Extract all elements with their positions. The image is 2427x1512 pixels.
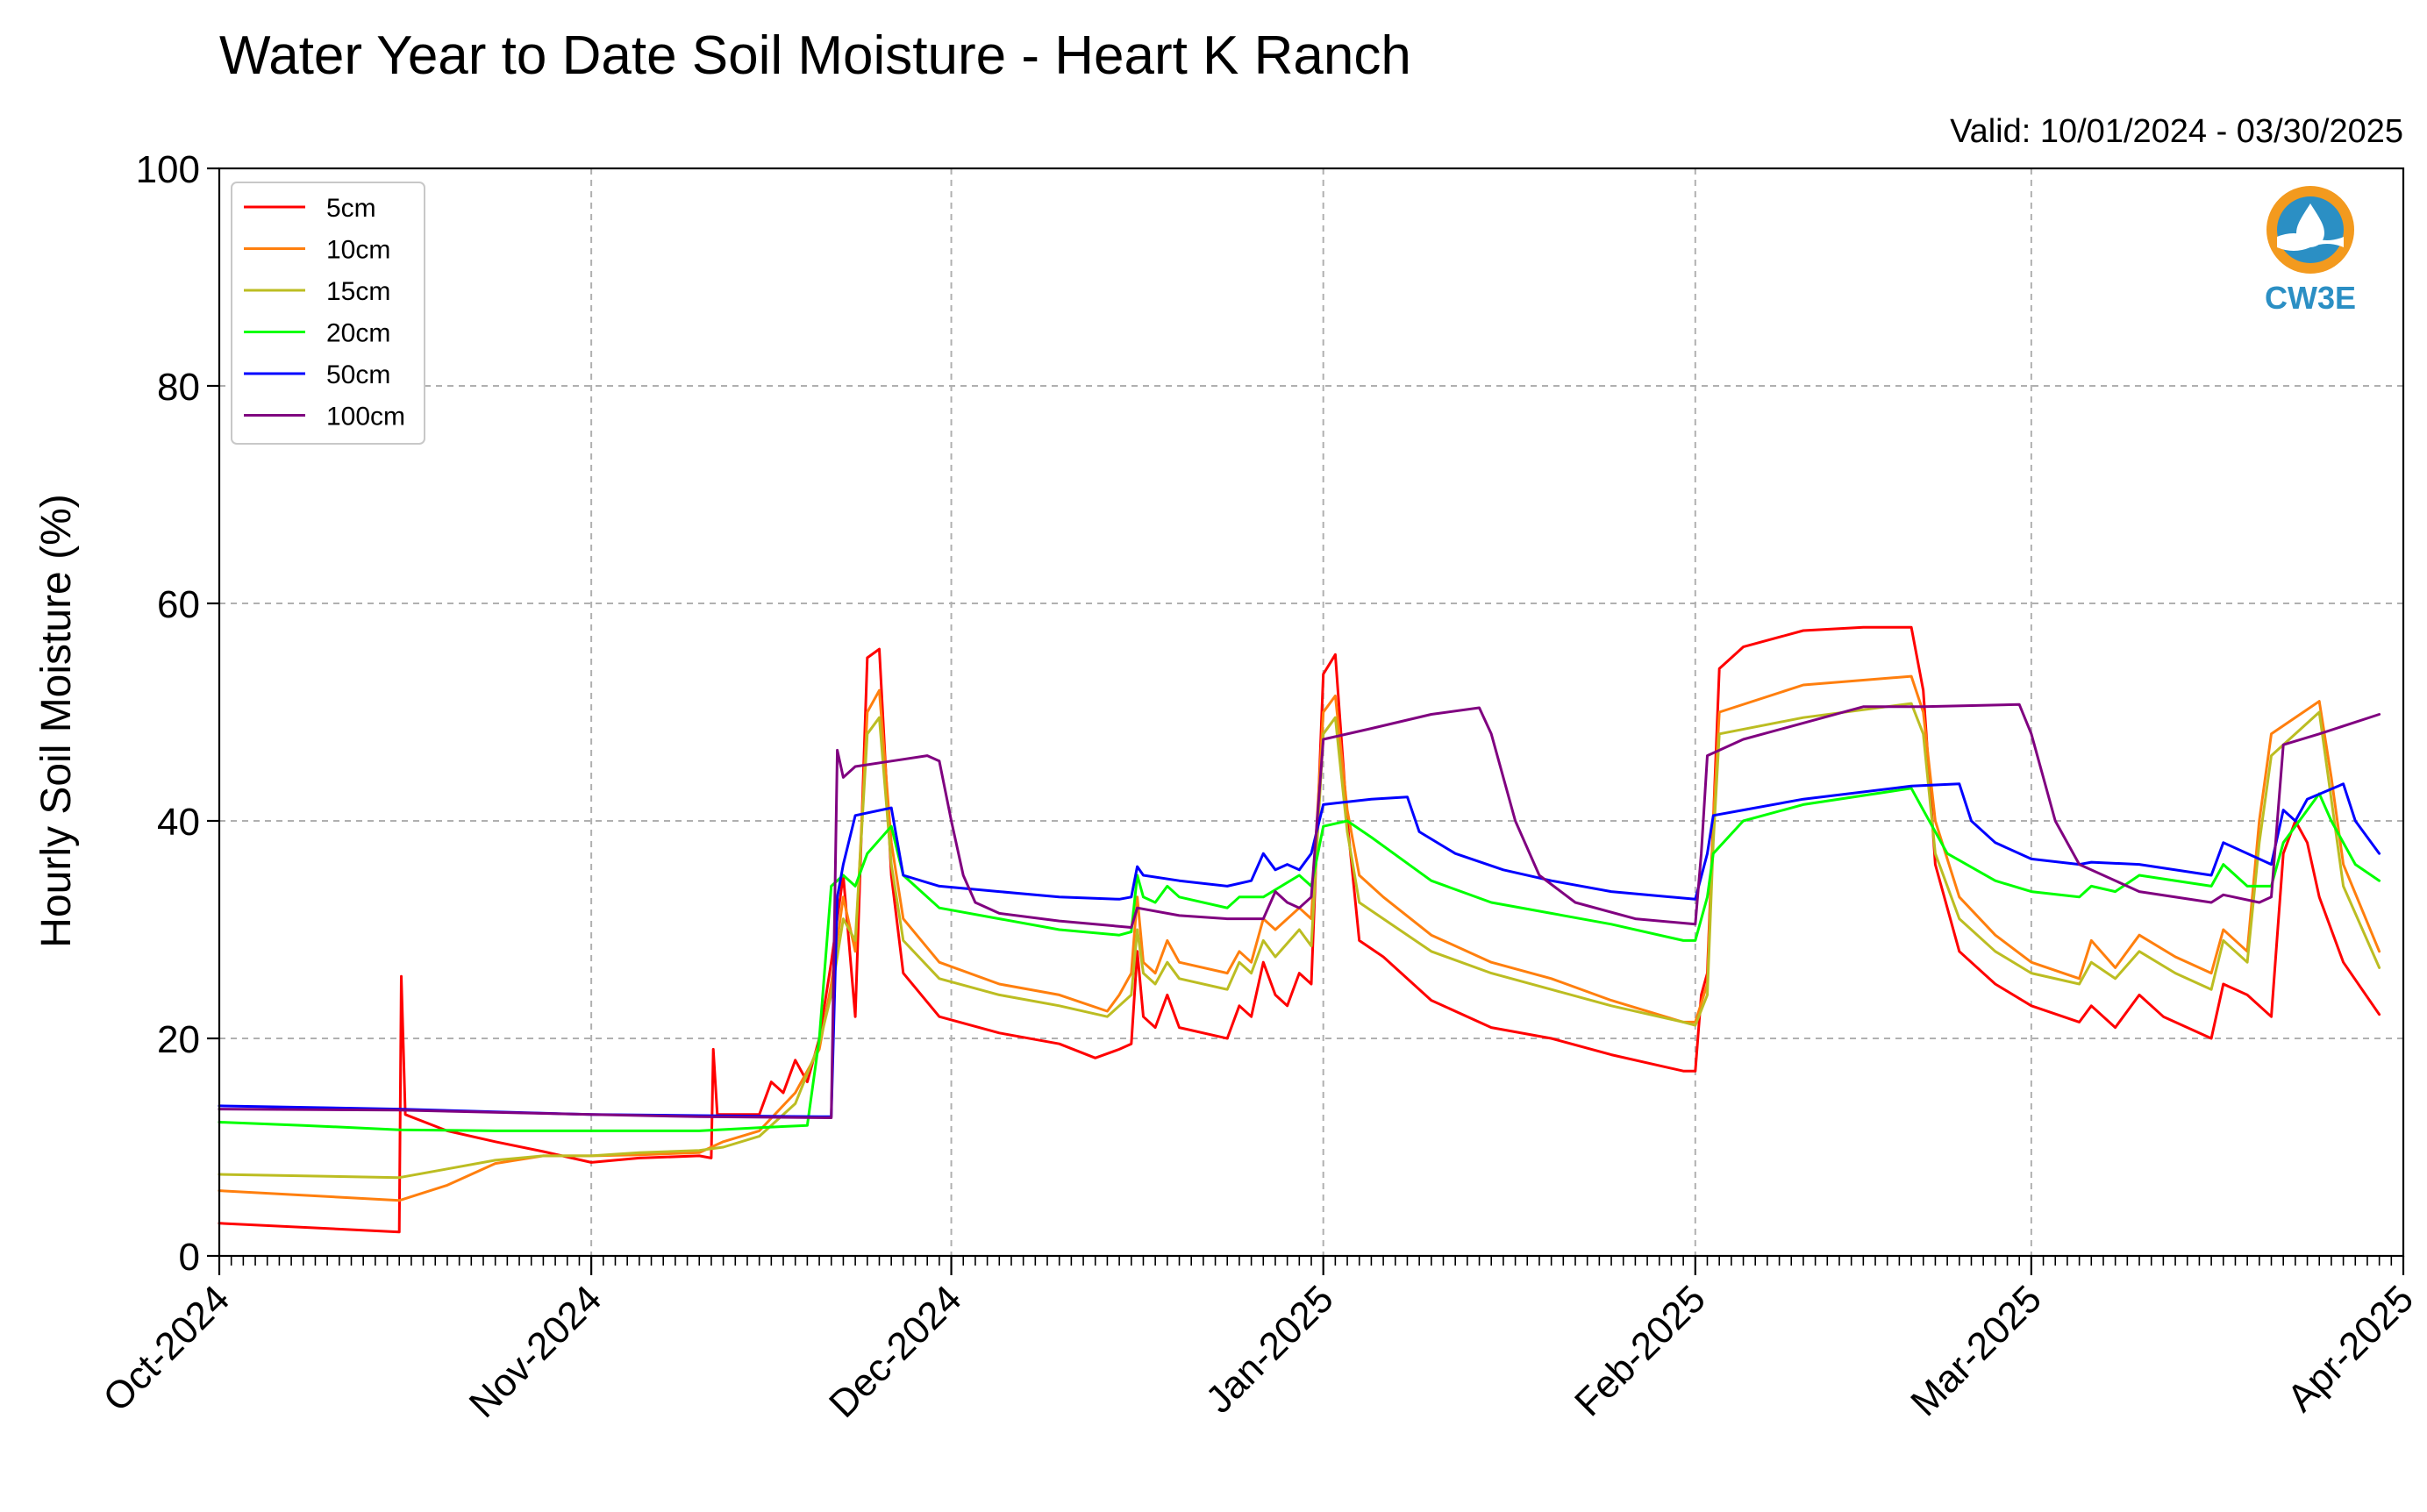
legend-label: 100cm — [326, 403, 405, 431]
x-tick-label: Dec-2024 — [821, 1277, 970, 1426]
series-line-5cm — [218, 625, 2381, 1234]
x-tick-label: Apr-2025 — [2279, 1277, 2422, 1420]
legend-label: 10cm — [326, 236, 390, 265]
x-tick-label: Oct-2024 — [95, 1277, 238, 1420]
series-line-100cm — [218, 703, 2381, 1119]
series-lines — [218, 625, 2381, 1234]
axis-ticks: 0 20 40 60 80 100 Oct-2024 Nov-2024 Dec-2024 Jan-… — [95, 148, 2422, 1426]
x-tick-label: Jan-2025 — [1197, 1277, 1341, 1421]
plot-frame — [218, 167, 2405, 1258]
legend-label: 5cm — [326, 194, 376, 223]
x-tick-label: Feb-2025 — [1567, 1277, 1714, 1424]
chart-title: Water Year to Date Soil Moisture - Heart… — [219, 25, 1411, 86]
y-tick-label: 100 — [136, 148, 200, 191]
legend-label: 20cm — [326, 319, 390, 348]
series-line-50cm — [218, 782, 2381, 1118]
series-line-15cm — [218, 702, 2381, 1180]
y-tick-label: 80 — [157, 366, 200, 409]
legend-label: 50cm — [326, 360, 390, 389]
cw3e-logo: CW3E — [2265, 186, 2356, 316]
chart-subtitle: Valid: 10/01/2024 - 03/30/2025 — [1950, 113, 2403, 150]
x-tick-label: Mar-2025 — [1902, 1277, 2050, 1424]
legend: 5cm 10cm 15cm 20cm 50cm 100cm — [231, 182, 425, 445]
series-line-20cm — [218, 787, 2381, 1132]
y-tick-label: 40 — [157, 801, 200, 844]
logo-text: CW3E — [2265, 280, 2356, 316]
y-tick-label: 60 — [157, 583, 200, 626]
series-line-10cm — [218, 674, 2381, 1202]
x-tick-label: Nov-2024 — [461, 1277, 610, 1426]
y-tick-label: 20 — [157, 1018, 200, 1061]
legend-label: 15cm — [326, 277, 390, 306]
y-axis-label: Hourly Soil Moisture (%) — [33, 494, 80, 947]
grid — [218, 168, 2404, 1257]
y-tick-label: 0 — [179, 1236, 200, 1279]
logo-drop-icon — [2296, 203, 2324, 247]
